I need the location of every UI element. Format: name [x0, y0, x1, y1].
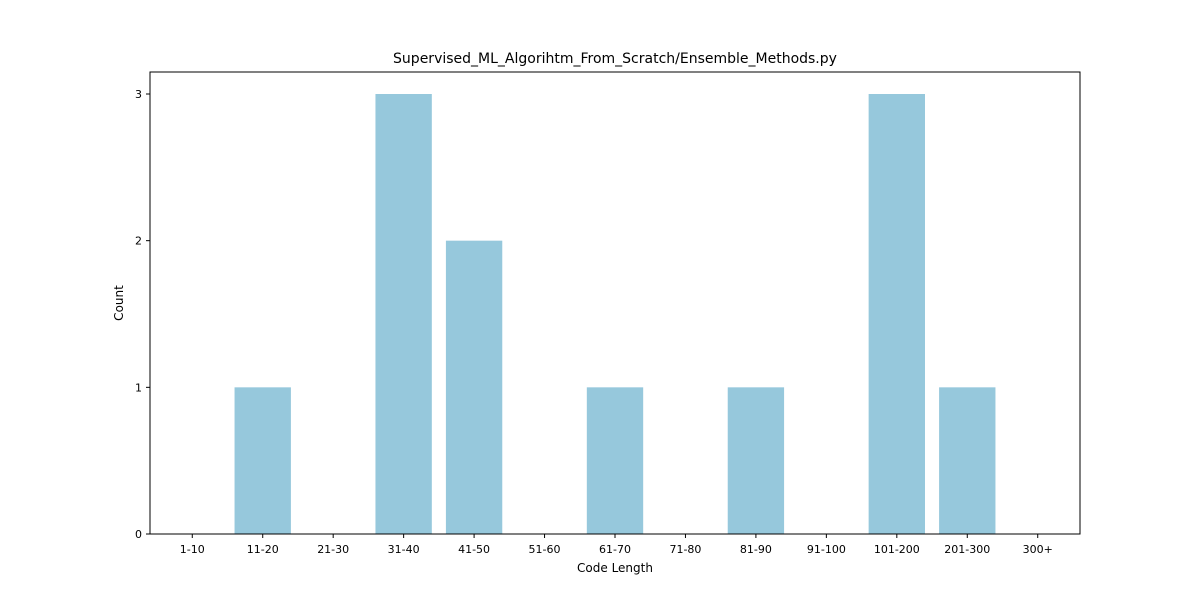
x-tick-label: 61-70: [599, 543, 631, 556]
chart-title: Supervised_ML_Algorihtm_From_Scratch/Ens…: [393, 51, 837, 67]
x-tick-label: 101-200: [874, 543, 920, 556]
bar-61-70: [586, 387, 644, 534]
bar-81-90: [727, 387, 785, 534]
y-tick-label: 2: [135, 235, 142, 248]
x-tick-label: 71-80: [669, 543, 701, 556]
x-axis-label: Code Length: [577, 561, 653, 575]
bar-11-20: [234, 387, 291, 534]
bars-group: [234, 94, 996, 534]
x-tick-label: 51-60: [529, 543, 561, 556]
x-tick-label: 201-300: [944, 543, 990, 556]
bar-31-40: [375, 94, 432, 534]
x-tick-label: 1-10: [180, 543, 205, 556]
bar-101-200: [868, 94, 925, 534]
y-axis-label: Count: [112, 285, 126, 321]
x-axis: 1-10 11-20 21-30 31-40 41-50 51-60 61-70 71-80 8…: [180, 534, 1053, 556]
y-tick-label: 1: [135, 381, 142, 394]
x-tick-label: 300+: [1023, 543, 1053, 556]
bar-41-50: [445, 240, 503, 534]
y-tick-label: 0: [135, 528, 142, 541]
x-tick-label: 11-20: [247, 543, 279, 556]
x-tick-label: 41-50: [458, 543, 490, 556]
y-tick-label: 3: [135, 88, 142, 101]
x-tick-label: 31-40: [388, 543, 420, 556]
bar-201-300: [939, 387, 996, 534]
x-tick-label: 21-30: [317, 543, 349, 556]
x-tick-label: 81-90: [740, 543, 772, 556]
x-tick-label: 91-100: [807, 543, 846, 556]
y-axis: 0 1 2 3: [135, 88, 150, 541]
